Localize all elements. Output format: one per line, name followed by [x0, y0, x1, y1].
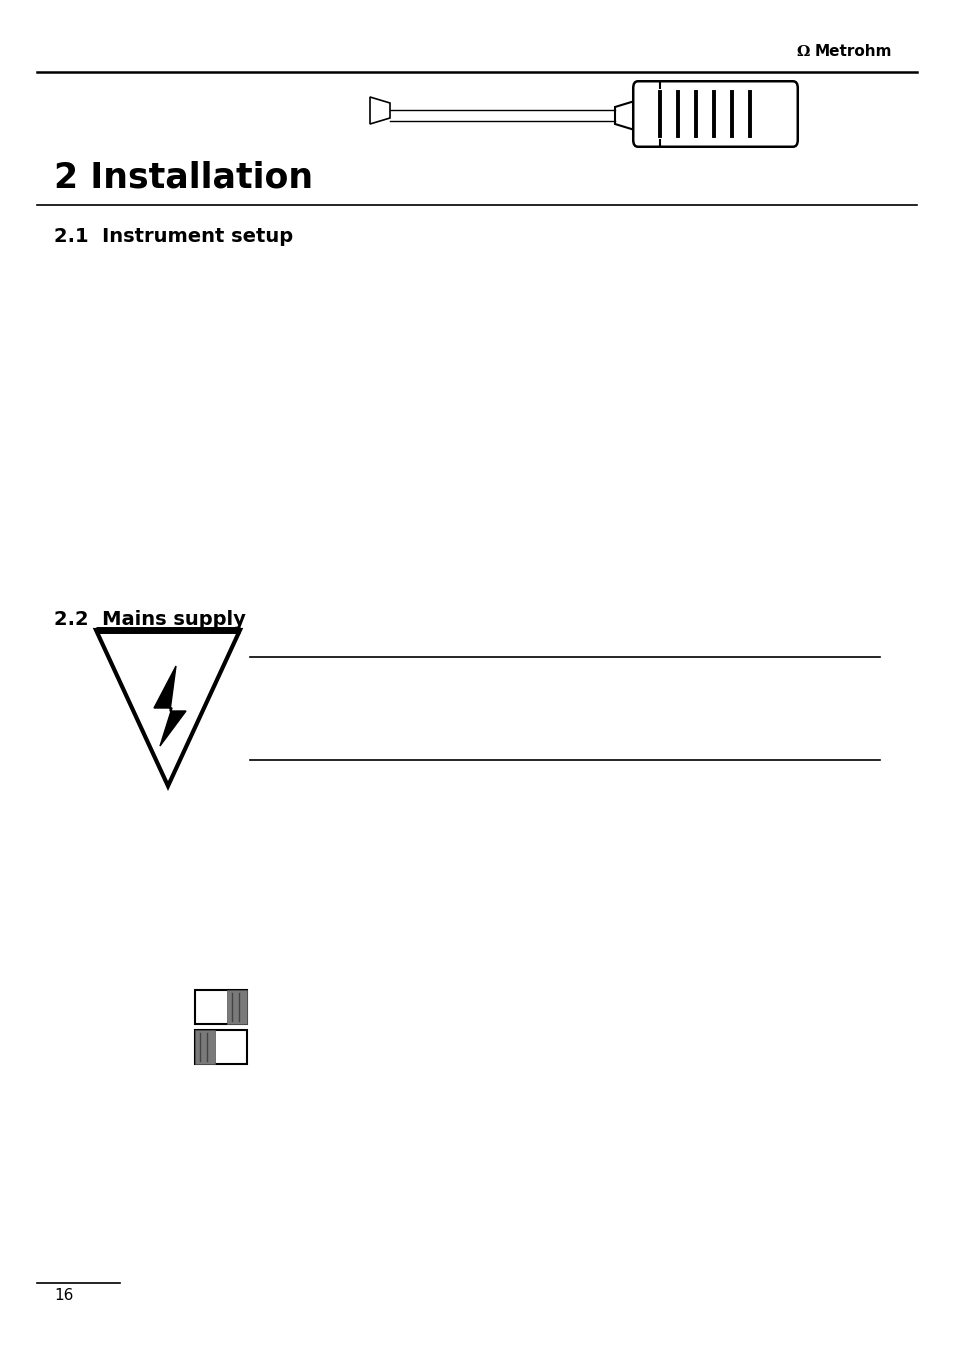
FancyBboxPatch shape — [227, 990, 247, 1024]
Text: Ω: Ω — [796, 45, 809, 59]
Polygon shape — [153, 666, 186, 746]
FancyBboxPatch shape — [633, 81, 797, 147]
Text: 2 Installation: 2 Installation — [54, 161, 313, 195]
FancyBboxPatch shape — [194, 1029, 214, 1065]
Polygon shape — [615, 100, 638, 131]
Text: Metrohm: Metrohm — [814, 45, 892, 59]
Text: 2.1  Instrument setup: 2.1 Instrument setup — [54, 227, 293, 246]
Polygon shape — [370, 97, 390, 124]
Text: 2.2  Mains supply: 2.2 Mains supply — [54, 611, 246, 630]
Text: 16: 16 — [54, 1288, 73, 1302]
FancyBboxPatch shape — [194, 990, 247, 1024]
Polygon shape — [96, 630, 240, 786]
FancyBboxPatch shape — [194, 1029, 247, 1065]
